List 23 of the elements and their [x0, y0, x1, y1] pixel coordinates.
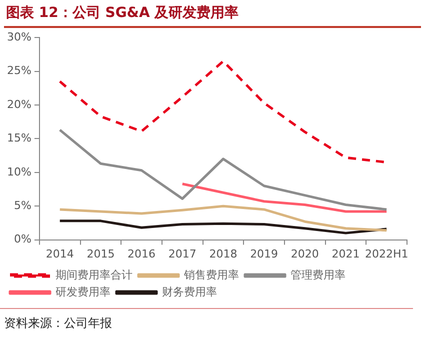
y-tick-label: 0% — [14, 232, 32, 246]
y-tick-label: 5% — [14, 198, 32, 212]
x-tick-label: 2019 — [250, 247, 278, 260]
legend-label: 研发费用率 — [56, 285, 110, 298]
legend-label: 销售费用率 — [183, 268, 239, 282]
legend-label: 期间费用率合计 — [56, 268, 132, 282]
chart-title: 图表 12：公司 SG&A 及研发费用率 — [5, 4, 240, 23]
x-tick-label: 2016 — [128, 247, 156, 260]
x-tick-label: 2022H1 — [364, 247, 408, 260]
y-tick-label: 25% — [6, 64, 32, 78]
legend-label: 财务费用率 — [162, 285, 217, 298]
y-tick-label: 20% — [6, 98, 32, 111]
y-tick-label: 10% — [6, 165, 32, 178]
x-tick-label: 2015 — [86, 247, 115, 260]
y-tick-label: 30% — [6, 30, 32, 44]
x-tick-label: 2020 — [290, 247, 319, 260]
x-tick-label: 2018 — [209, 247, 238, 260]
y-tick-label: 15% — [6, 132, 32, 145]
legend-label: 管理费用率 — [290, 268, 346, 282]
x-tick-label: 2017 — [168, 247, 196, 260]
x-tick-label: 2021 — [332, 247, 360, 260]
x-tick-label: 2014 — [46, 247, 74, 260]
text: 资料来源：公司年报 — [3, 315, 113, 332]
